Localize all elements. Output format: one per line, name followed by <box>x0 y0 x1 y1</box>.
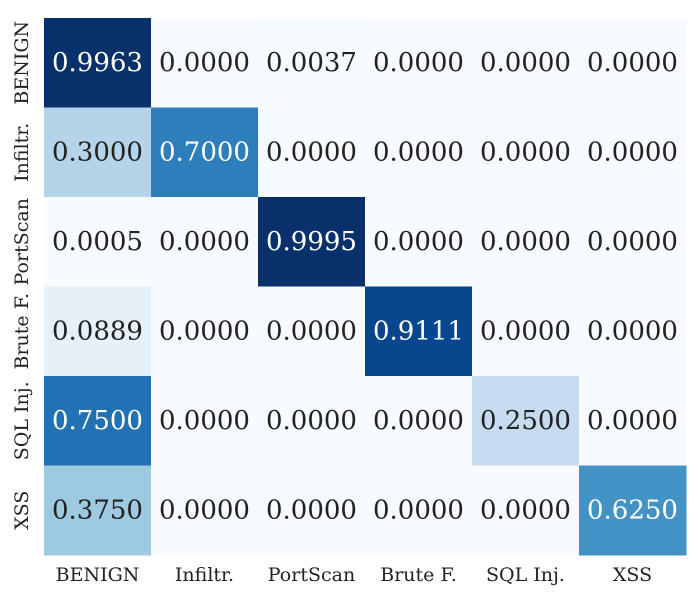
cell-value-label: 0.0005 <box>52 227 143 257</box>
x-tick-label-xss: XSS <box>613 564 652 586</box>
cell-value-label: 0.0000 <box>373 495 464 525</box>
heatmap-cell-brute-f-infiltr <box>151 286 259 377</box>
heatmap-cell-brute-f-portscan <box>258 286 366 377</box>
cell-value-label: 0.0000 <box>587 406 678 436</box>
y-axis-ticks: BENIGN Infiltr. PortScan Brute F. SQL Inj. XS… <box>11 21 33 530</box>
y-tick-label-infiltr: Infiltr. <box>11 123 33 182</box>
cell-value-label: 0.0000 <box>587 227 678 257</box>
heatmap-cell-brute-f-benign <box>44 286 152 377</box>
heatmap-cell-brute-f-xss <box>579 286 687 377</box>
heatmap-cell-benign-benign <box>44 18 152 108</box>
heatmap-cell-portscan-portscan <box>258 197 366 287</box>
x-tick-label-sql-inj: SQL Inj. <box>486 564 565 586</box>
cell-value-label: 0.0000 <box>587 48 678 78</box>
cell-value-label: 0.0000 <box>159 316 250 346</box>
heatmap-cell-portscan-infiltr <box>151 197 259 287</box>
cell-value-label: 0.0037 <box>266 48 357 78</box>
heatmap-cell-sql-inj-sql-inj <box>472 376 580 466</box>
cell-value-label: 0.0889 <box>52 316 143 346</box>
heatmap-cell-portscan-xss <box>579 197 687 287</box>
x-tick-label-infiltr: Infiltr. <box>175 564 234 586</box>
cell-value-label: 0.0000 <box>373 48 464 78</box>
cell-value-label: 0.0000 <box>480 495 571 525</box>
cell-value-label: 0.6250 <box>587 495 678 525</box>
x-tick-label-benign: BENIGN <box>56 564 140 586</box>
cell-value-label: 0.0000 <box>159 406 250 436</box>
heatmap-cell-labels: 0.9963 0.0000 0.0037 0.0000 0.0000 0.0000 0.30… <box>52 48 678 526</box>
heatmap-cell-benign-xss <box>579 18 687 108</box>
cell-value-label: 0.7500 <box>52 406 143 436</box>
x-tick-label-portscan: PortScan <box>268 564 355 586</box>
heatmap-cell-brute-f-brute-f <box>365 286 473 377</box>
heatmap-cell-xss-sql-inj <box>472 465 580 556</box>
cell-value-label: 0.0000 <box>266 137 357 167</box>
cell-value-label: 0.3750 <box>52 495 143 525</box>
cell-value-label: 0.0000 <box>266 406 357 436</box>
cell-value-label: 0.0000 <box>159 495 250 525</box>
y-tick-label-portscan: PortScan <box>11 198 33 285</box>
cell-value-label: 0.7000 <box>159 137 250 167</box>
heatmap-cells <box>44 18 687 556</box>
heatmap-cell-brute-f-sql-inj <box>472 286 580 377</box>
heatmap-cell-portscan-brute-f <box>365 197 473 287</box>
cell-value-label: 0.0000 <box>480 227 571 257</box>
x-tick-label-brute-f: Brute F. <box>380 564 456 586</box>
cell-value-label: 0.0000 <box>373 227 464 257</box>
heatmap-cell-sql-inj-xss <box>579 376 687 466</box>
heatmap-cell-sql-inj-portscan <box>258 376 366 466</box>
heatmap-cell-portscan-sql-inj <box>472 197 580 287</box>
cell-value-label: 0.0000 <box>587 137 678 167</box>
heatmap-cell-xss-xss <box>579 465 687 556</box>
heatmap-cell-portscan-benign <box>44 197 152 287</box>
cell-value-label: 0.0000 <box>266 495 357 525</box>
y-tick-label-sql-inj: SQL Inj. <box>11 381 33 460</box>
heatmap-cell-infiltr-brute-f <box>365 107 473 198</box>
cell-value-label: 0.9963 <box>52 48 143 78</box>
cell-value-label: 0.2500 <box>480 406 571 436</box>
heatmap-cell-infiltr-infiltr <box>151 107 259 198</box>
cell-value-label: 0.0000 <box>480 48 571 78</box>
heatmap-cell-sql-inj-infiltr <box>151 376 259 466</box>
cell-value-label: 0.0000 <box>159 227 250 257</box>
heatmap-cell-benign-infiltr <box>151 18 259 108</box>
cell-value-label: 0.0000 <box>373 137 464 167</box>
cell-value-label: 0.9111 <box>373 316 464 346</box>
heatmap-cell-infiltr-portscan <box>258 107 366 198</box>
y-tick-label-brute-f: Brute F. <box>11 293 33 369</box>
heatmap-cell-xss-benign <box>44 465 152 556</box>
cell-value-label: 0.0000 <box>373 406 464 436</box>
heatmap-cell-xss-portscan <box>258 465 366 556</box>
heatmap-cell-infiltr-benign <box>44 107 152 198</box>
y-tick-label-benign: BENIGN <box>11 21 33 105</box>
cell-value-label: 0.0000 <box>480 137 571 167</box>
heatmap-cell-sql-inj-benign <box>44 376 152 466</box>
cell-value-label: 0.0000 <box>587 316 678 346</box>
cell-value-label: 0.0000 <box>480 316 571 346</box>
heatmap-cell-xss-infiltr <box>151 465 259 556</box>
heatmap-cell-benign-portscan <box>258 18 366 108</box>
y-tick-label-xss: XSS <box>11 491 33 530</box>
heatmap-cell-infiltr-sql-inj <box>472 107 580 198</box>
cell-value-label: 0.3000 <box>52 137 143 167</box>
cell-value-label: 0.9995 <box>266 227 357 257</box>
heatmap-cell-infiltr-xss <box>579 107 687 198</box>
heatmap-cell-sql-inj-brute-f <box>365 376 473 466</box>
x-axis-ticks: BENIGN Infiltr. PortScan Brute F. SQL Inj. XS… <box>56 564 653 586</box>
heatmap-cell-benign-brute-f <box>365 18 473 108</box>
cell-value-label: 0.0000 <box>266 316 357 346</box>
heatmap-cell-benign-sql-inj <box>472 18 580 108</box>
cell-value-label: 0.0000 <box>159 48 250 78</box>
heatmap-cell-xss-brute-f <box>365 465 473 556</box>
